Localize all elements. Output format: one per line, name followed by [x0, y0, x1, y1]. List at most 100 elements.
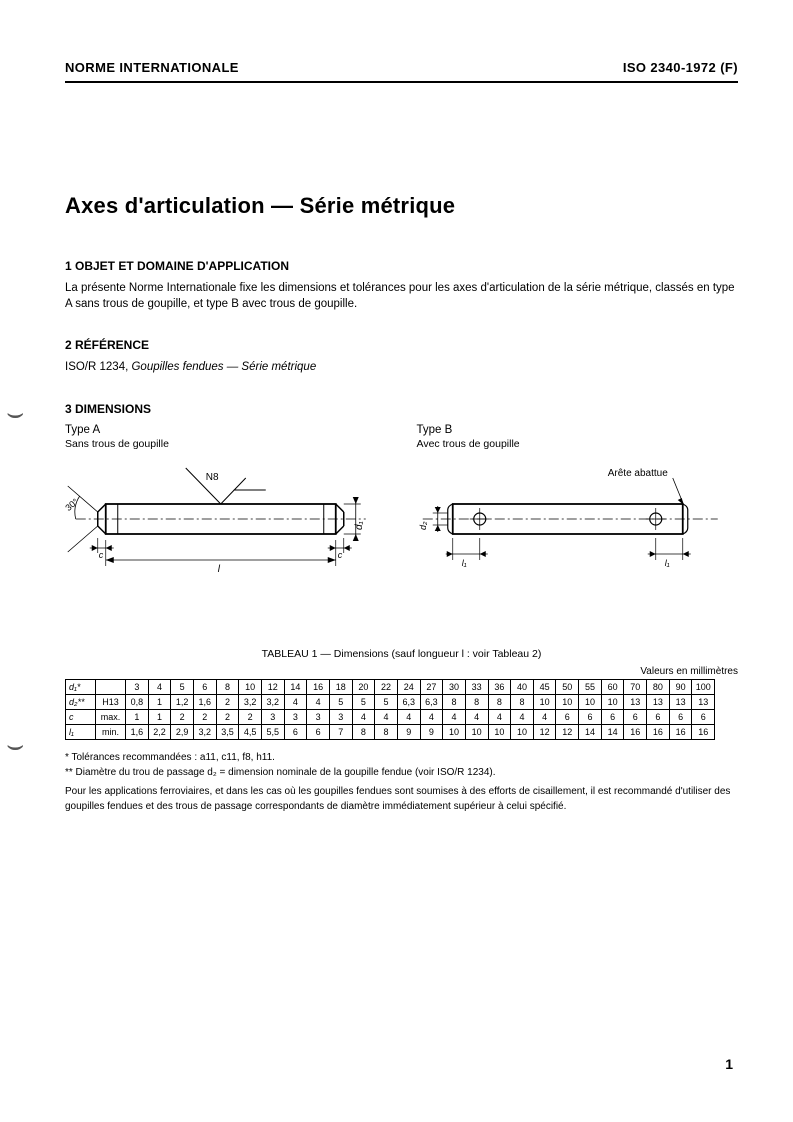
- table-cell: 2,2: [148, 724, 171, 739]
- table-row: d₁*3456810121416182022242730333640455055…: [66, 679, 738, 694]
- header-rule: [65, 81, 738, 83]
- svg-text:d₂: d₂: [417, 521, 427, 530]
- section-2-heading: 2 RÉFÉRENCE: [65, 338, 738, 352]
- footnote-1: * Tolérances recommandées : a11, c11, f8…: [65, 750, 738, 765]
- table-cell: 10: [239, 679, 262, 694]
- table-cell: 12: [261, 679, 284, 694]
- table-cell: 16: [669, 724, 692, 739]
- table-cell: 4: [488, 709, 511, 724]
- table-cell: 4: [443, 709, 466, 724]
- page-container: NORME INTERNATIONALE ISO 2340-1972 (F) A…: [0, 0, 793, 1122]
- table-cell: 27: [420, 679, 443, 694]
- table-cell: 6: [647, 709, 670, 724]
- table-cell: 0,8: [126, 694, 149, 709]
- table-cell: 6,3: [420, 694, 443, 709]
- table-cell: 4: [148, 679, 171, 694]
- table-cell: 5: [329, 694, 352, 709]
- svg-text:Arête abattue: Arête abattue: [607, 468, 667, 479]
- table-cell: 24: [397, 679, 420, 694]
- table-cell: 4: [284, 694, 307, 709]
- table-cell: 6,3: [397, 694, 420, 709]
- table-cell: 10: [488, 724, 511, 739]
- table-row: d₂**H130,811,21,623,23,2445556,36,388881…: [66, 694, 738, 709]
- svg-text:N8: N8: [206, 472, 219, 483]
- table-caption: TABLEAU 1 — Dimensions (sauf longueur l …: [65, 648, 738, 660]
- footnote-3: Pour les applications ferroviaires, et d…: [65, 784, 738, 814]
- table-cell: 4: [533, 709, 556, 724]
- table-cell: 5: [352, 694, 375, 709]
- table-cell: 5: [171, 679, 194, 694]
- row-label: d₁*: [66, 679, 96, 694]
- type-a-column: Type A Sans trous de goupille: [65, 424, 387, 578]
- table-cell: 12: [556, 724, 579, 739]
- page-number: 1: [725, 1056, 733, 1072]
- table-cell: 5: [375, 694, 398, 709]
- svg-text:l₁: l₁: [664, 558, 669, 568]
- type-b-sub: Avec trous de goupille: [417, 438, 739, 450]
- table-cell: 4: [375, 709, 398, 724]
- table-cell: 4: [465, 709, 488, 724]
- table-cell: 16: [647, 724, 670, 739]
- header-left: NORME INTERNATIONALE: [65, 60, 239, 75]
- section-3-heading: 3 DIMENSIONS: [65, 402, 738, 416]
- table-cell: 80: [647, 679, 670, 694]
- table-cell: 3: [126, 679, 149, 694]
- table-cell: 10: [443, 724, 466, 739]
- table-cell: 10: [556, 694, 579, 709]
- header-right: ISO 2340-1972 (F): [623, 60, 738, 75]
- row-subheader: min.: [96, 724, 126, 739]
- table-cell: 4: [511, 709, 534, 724]
- svg-text:l₁: l₁: [461, 558, 466, 568]
- type-a-diagram: 30° N8 d₁: [65, 458, 387, 578]
- table-cell: 3: [284, 709, 307, 724]
- table-cell: 3: [307, 709, 330, 724]
- reference-title: Goupilles fendues — Série métrique: [131, 361, 316, 373]
- section-2-text: ISO/R 1234, Goupilles fendues — Série mé…: [65, 360, 738, 376]
- table-cell: 36: [488, 679, 511, 694]
- table-cell: 60: [601, 679, 624, 694]
- section-1-heading: 1 OBJET ET DOMAINE D'APPLICATION: [65, 259, 738, 273]
- table-cell: 8: [511, 694, 534, 709]
- footnotes: * Tolérances recommandées : a11, c11, f8…: [65, 750, 738, 814]
- table-cell: 8: [465, 694, 488, 709]
- table-cell: 8: [443, 694, 466, 709]
- table-cell: 8: [352, 724, 375, 739]
- table-cell: 2: [216, 709, 239, 724]
- table-cell: 50: [556, 679, 579, 694]
- table-cell: 33: [465, 679, 488, 694]
- row-subheader: H13: [96, 694, 126, 709]
- table-cell: 3: [261, 709, 284, 724]
- table-cell: 13: [692, 694, 715, 709]
- table-cell: 3,5: [216, 724, 239, 739]
- table-cell: 70: [624, 679, 647, 694]
- table-cell: 1,2: [171, 694, 194, 709]
- table-cell: 10: [533, 694, 556, 709]
- table-cell: 13: [669, 694, 692, 709]
- table-cell: 4,5: [239, 724, 262, 739]
- svg-text:l: l: [218, 564, 221, 575]
- footnote-2: ** Diamètre du trou de passage d₂ = dime…: [65, 765, 738, 780]
- table-cell: 13: [647, 694, 670, 709]
- table-cell: 1: [148, 709, 171, 724]
- table-cell: 2,9: [171, 724, 194, 739]
- table-cell: 3,2: [239, 694, 262, 709]
- table-cell: 3,2: [261, 694, 284, 709]
- table-cell: 5,5: [261, 724, 284, 739]
- table-row: l₁min.1,62,22,93,23,54,55,56678899101010…: [66, 724, 738, 739]
- table-cell: 8: [216, 679, 239, 694]
- svg-text:c: c: [338, 550, 343, 560]
- table-cell: 14: [601, 724, 624, 739]
- table-cell: 1: [126, 709, 149, 724]
- table-cell: 12: [533, 724, 556, 739]
- table-cell: 6: [193, 679, 216, 694]
- table-cell: 1,6: [126, 724, 149, 739]
- table-cell: 45: [533, 679, 556, 694]
- table-cell: 4: [420, 709, 443, 724]
- table-cell: 10: [579, 694, 602, 709]
- type-a-label: Type A: [65, 424, 387, 436]
- table-cell: 8: [375, 724, 398, 739]
- table-cell: 6: [556, 709, 579, 724]
- table-cell: 100: [692, 679, 715, 694]
- table-cell: 10: [465, 724, 488, 739]
- table-cell: 8: [488, 694, 511, 709]
